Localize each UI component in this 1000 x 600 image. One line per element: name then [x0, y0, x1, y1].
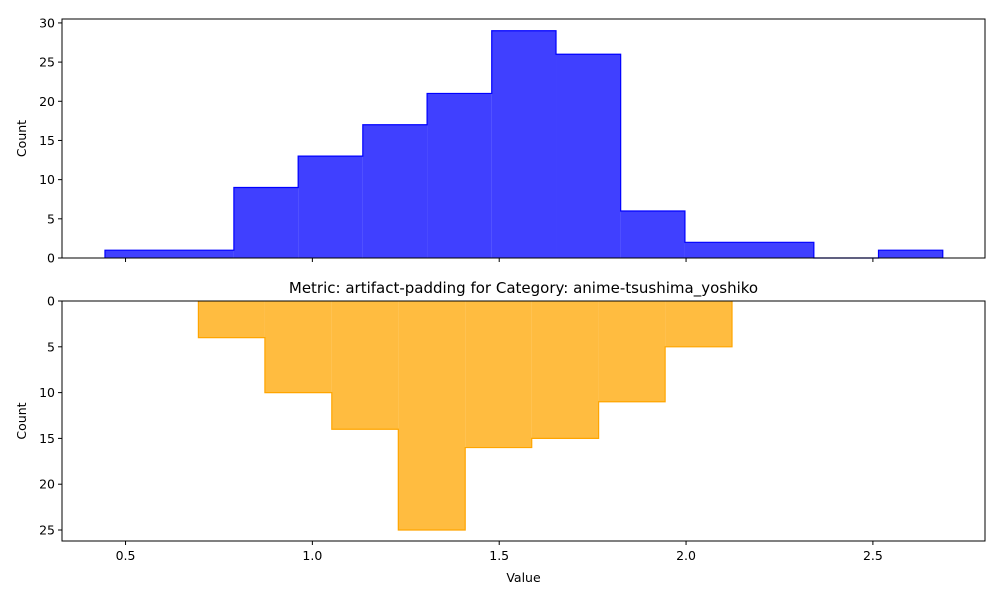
top-axes-frame: [61, 18, 986, 259]
bottom-y-axis-label: Count: [14, 402, 29, 439]
histogram-outline: [197, 301, 733, 531]
top-histogram-panel: 0 5 10 15 20 25 30 Count: [14, 15, 986, 266]
x-tick-label: 1.0: [302, 548, 322, 563]
histogram-bar: [427, 93, 492, 258]
histogram-bar: [491, 30, 557, 258]
bottom-chart-title: Metric: artifact-padding for Category: a…: [289, 279, 758, 298]
histogram-bar: [331, 301, 399, 430]
bottom-x-axis-label: Value: [506, 570, 541, 585]
top-y-axis-label: Count: [14, 120, 29, 157]
histogram-bar: [620, 210, 685, 258]
bottom-histogram-panel: Metric: artifact-padding for Category: a…: [14, 279, 986, 585]
bottom-x-axis-ticks: 0.5 1.0 1.5 2.0 2.5: [116, 541, 883, 563]
y-tick-label: 25: [39, 55, 55, 70]
bottom-histogram-bars: [197, 301, 733, 531]
histogram-bar: [684, 242, 814, 258]
y-tick-label: 0: [47, 251, 55, 266]
histogram-bar: [398, 301, 466, 531]
y-tick-label: 20: [39, 477, 55, 492]
histogram-bar: [264, 301, 332, 393]
x-tick-label: 0.5: [116, 548, 136, 563]
histogram-bar: [598, 301, 666, 402]
top-histogram-bars: [104, 30, 944, 259]
y-tick-label: 5: [47, 211, 55, 226]
bottom-y-axis-ticks: 0 5 10 15 20 25: [39, 294, 62, 538]
bottom-axes-frame: [61, 300, 986, 542]
histogram-bar: [198, 301, 265, 338]
y-tick-label: 5: [47, 339, 55, 354]
y-tick-label: 0: [47, 294, 55, 309]
top-x-axis-ticks: [125, 258, 874, 262]
y-tick-label: 15: [39, 431, 55, 446]
histogram-bar: [362, 124, 428, 258]
histogram-bar: [531, 301, 599, 439]
y-tick-label: 15: [39, 133, 55, 148]
histogram-bar: [298, 156, 363, 258]
top-y-axis-ticks: 0 5 10 15 20 25 30: [39, 15, 62, 266]
histogram-bar: [104, 250, 234, 258]
y-tick-label: 10: [39, 385, 55, 400]
histogram-bar: [556, 54, 621, 258]
histogram-bar: [878, 250, 943, 258]
y-tick-label: 10: [39, 172, 55, 187]
y-tick-label: 20: [39, 94, 55, 109]
histogram-bar: [233, 187, 299, 258]
x-tick-label: 1.5: [489, 548, 509, 563]
x-tick-label: 2.5: [863, 548, 883, 563]
histogram-bar: [465, 301, 532, 448]
histogram-bar: [665, 301, 733, 347]
x-tick-label: 2.0: [676, 548, 696, 563]
y-tick-label: 25: [39, 523, 55, 538]
y-tick-label: 30: [39, 15, 55, 30]
